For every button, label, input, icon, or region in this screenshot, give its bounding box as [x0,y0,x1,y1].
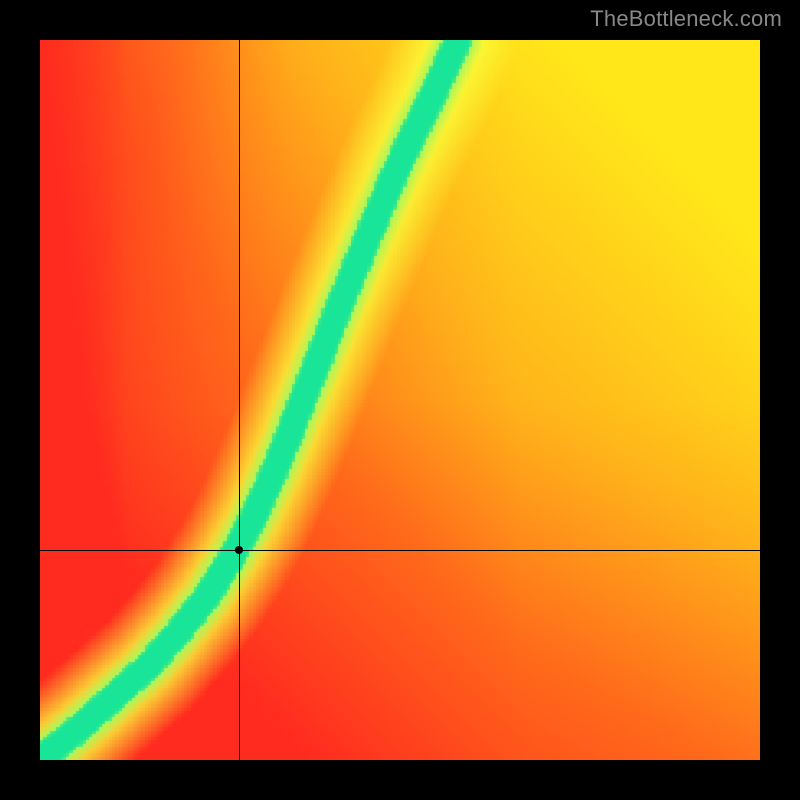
crosshair-vertical [239,40,240,760]
heatmap-canvas [40,40,760,760]
crosshair-horizontal [40,550,760,551]
watermark-text: TheBottleneck.com [590,6,782,32]
heatmap-plot [40,40,760,760]
marker-dot [235,546,243,554]
